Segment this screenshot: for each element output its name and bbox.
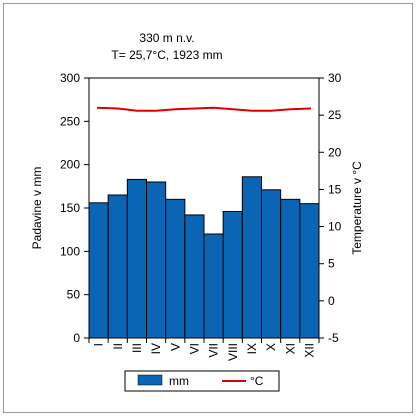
legend: mm °C: [124, 370, 280, 392]
x-tick-label-VIII: VIII: [226, 343, 240, 361]
bar-IX: [241, 176, 262, 339]
bar-VIII: [222, 210, 243, 339]
x-tick-label-II: II: [111, 343, 125, 350]
right-axis-ticks: -5 0 5 10 15 20 25 30: [319, 71, 342, 345]
temperature-series: [96, 106, 312, 112]
right-tick-label: 5: [328, 257, 335, 271]
right-tick-label: 10: [328, 220, 342, 234]
left-tick-label: 0: [73, 331, 80, 345]
right-tick-label: 30: [328, 71, 342, 85]
right-axis-title: Temperature v °C: [350, 161, 364, 255]
bar-XII: [299, 203, 320, 339]
bar-X: [261, 189, 282, 339]
bar-V: [165, 198, 186, 339]
bar-XI: [280, 198, 301, 339]
right-tick-label: 0: [328, 294, 335, 308]
left-axis-title: Padavine v mm: [30, 167, 44, 250]
chart-frame: 330 m n.v. T= 25,7°C, 1923 mm 0 50 100 150 2…: [3, 3, 413, 413]
bar-VII: [203, 233, 224, 339]
left-axis-ticks: 0 50 100 150 200 250 300: [60, 71, 89, 345]
x-tick-label-V: V: [168, 343, 182, 351]
temperature-line: [96, 106, 312, 112]
x-tick-label-I: I: [92, 343, 106, 346]
bar-III: [126, 178, 148, 339]
legend-label-mm: mm: [169, 374, 189, 388]
x-tick-label-XII: XII: [302, 343, 316, 358]
right-tick-label: 20: [328, 145, 342, 159]
chart-title-line1: 330 m n.v.: [139, 31, 194, 45]
x-axis-ticks: I II III IV V VI VII VIII IX X XI XII: [88, 338, 320, 361]
bar-II: [107, 194, 128, 339]
chart-title-line2: T= 25,7°C, 1923 mm: [111, 48, 222, 62]
legend-swatch-mm: [137, 374, 163, 386]
right-tick-label: -5: [328, 331, 339, 345]
bar-IV: [146, 181, 167, 339]
right-tick-label: 15: [328, 182, 342, 196]
left-tick-label: 100: [60, 244, 80, 258]
x-tick-label-VII: VII: [207, 343, 221, 358]
right-tick-label: 25: [328, 108, 342, 122]
left-tick-label: 200: [60, 158, 80, 172]
x-tick-label-XI: XI: [283, 343, 297, 354]
climate-chart: 330 m n.v. T= 25,7°C, 1923 mm 0501001502…: [30, 31, 364, 392]
left-tick-label: 250: [60, 114, 80, 128]
bar-I: [88, 202, 109, 339]
left-tick-label: 300: [60, 71, 80, 85]
left-tick-label: 50: [67, 288, 81, 302]
legend-box: [124, 370, 280, 392]
x-tick-label-IV: IV: [149, 343, 163, 354]
left-tick-label: 150: [60, 201, 80, 215]
bar-VI: [184, 214, 205, 339]
legend-label-temperature: °C: [250, 374, 264, 388]
x-tick-label-VI: VI: [187, 343, 201, 354]
x-tick-label-X: X: [264, 343, 278, 351]
x-tick-label-IX: IX: [245, 343, 259, 354]
precipitation-bars: [88, 176, 320, 339]
x-tick-label-III: III: [130, 343, 144, 353]
